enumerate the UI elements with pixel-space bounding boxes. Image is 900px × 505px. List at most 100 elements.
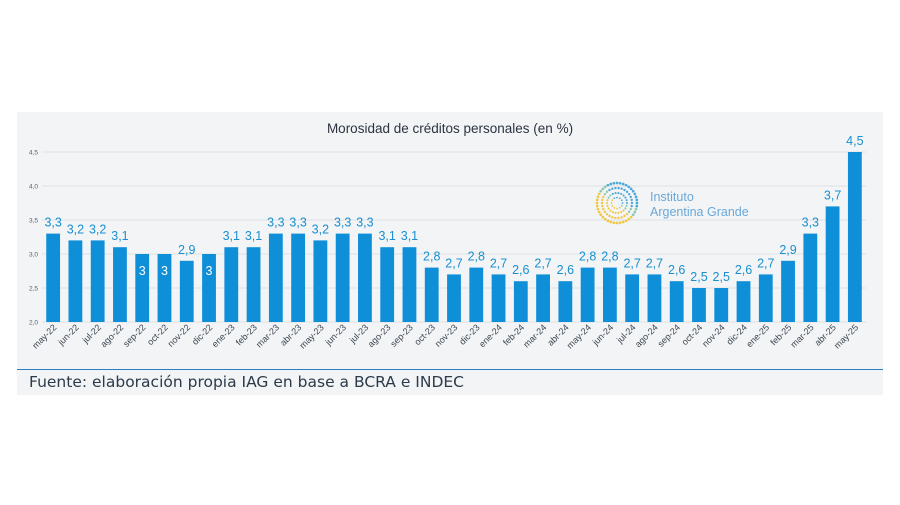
logo-dot — [620, 216, 623, 219]
data-label: 3,3 — [802, 216, 819, 230]
logo-dot — [601, 187, 605, 191]
x-tick-label: mar-24 — [521, 322, 548, 349]
logo-dot — [625, 199, 628, 202]
logo-dot — [607, 196, 610, 199]
data-label: 2,7 — [534, 256, 551, 270]
logo-dot — [629, 207, 632, 211]
logo-dot — [611, 192, 614, 195]
logo-dot — [601, 204, 604, 208]
logo-dot — [624, 219, 628, 223]
logo-dot — [624, 207, 627, 210]
logo-dot — [630, 204, 633, 208]
logo-dot — [616, 207, 618, 210]
logo-dot — [611, 216, 614, 219]
data-label: 3,1 — [111, 229, 128, 243]
bar — [380, 247, 395, 322]
logo-dot — [614, 186, 617, 190]
y-tick-label: 4,5 — [29, 149, 38, 156]
logo-dot — [627, 210, 631, 214]
logo-dot — [621, 182, 625, 186]
bar — [692, 288, 706, 322]
x-tick-label: jun-23 — [323, 322, 348, 347]
data-label: 2,8 — [468, 250, 485, 264]
bar — [157, 254, 172, 322]
logo-line-2: Argentina Grande — [650, 205, 749, 219]
x-tick-label: sep-23 — [388, 322, 415, 349]
logo-dot — [610, 202, 613, 204]
logo-dot — [625, 190, 629, 194]
logo-dot — [609, 182, 613, 186]
logo-dot — [617, 186, 620, 190]
bar — [46, 233, 61, 322]
x-tick-label: ene-24 — [477, 322, 504, 349]
bar — [313, 240, 328, 322]
logo-dot — [635, 201, 639, 205]
logo-dot — [633, 192, 637, 196]
data-label: 3,2 — [89, 222, 106, 236]
bar — [714, 288, 729, 322]
logo-dot — [624, 183, 628, 187]
data-label: 3,3 — [289, 216, 306, 230]
logo-line-1: Instituto — [650, 190, 694, 204]
data-label: 3,7 — [824, 188, 841, 202]
x-tick-label: mar-23 — [254, 322, 281, 349]
logo-dot — [614, 192, 617, 195]
bar — [68, 240, 83, 322]
data-label: 3,1 — [378, 229, 395, 243]
logo-dot — [609, 209, 612, 212]
x-tick-label: sep-24 — [656, 322, 683, 349]
logo-dot — [605, 190, 609, 194]
data-label: 2,7 — [623, 256, 640, 270]
x-tick-label: jun-24 — [590, 322, 615, 347]
logo-dot — [599, 213, 603, 217]
y-axis: 2,0 2,5 3,0 3,5 4,0 4,5 — [29, 149, 38, 326]
logo-dot — [621, 220, 625, 224]
logo-dot — [622, 209, 625, 212]
logo-dot — [595, 201, 599, 205]
logo-dot — [625, 212, 629, 216]
x-tick-label: nov-23 — [433, 322, 460, 349]
logo-dot — [611, 199, 614, 202]
data-label: 2,6 — [512, 263, 529, 277]
logo-dot — [615, 221, 619, 225]
logo-dot — [602, 207, 605, 211]
logo-dot — [595, 198, 599, 202]
logo-dot — [603, 192, 607, 196]
logo-dot — [596, 195, 600, 199]
data-label: 2,8 — [579, 250, 596, 264]
data-label: 2,8 — [423, 250, 440, 264]
bar — [803, 233, 818, 322]
logo-dot — [611, 211, 614, 214]
data-label: 3 — [206, 264, 213, 278]
x-tick-label: mar-25 — [789, 322, 816, 349]
data-label: 2,5 — [690, 270, 707, 284]
data-label: 3 — [139, 264, 146, 278]
logo-dot — [620, 211, 623, 214]
logo-dot — [611, 204, 614, 207]
bar — [625, 274, 640, 322]
logo-dot — [606, 204, 609, 207]
data-label: 3,3 — [267, 216, 284, 230]
y-tick-label: 2,5 — [29, 285, 38, 292]
bar — [424, 267, 439, 322]
x-tick-label: jun-22 — [55, 322, 80, 347]
data-label: 2,9 — [779, 243, 796, 257]
bar — [647, 274, 662, 322]
logo-dot — [607, 207, 610, 210]
x-tick-label: ago-23 — [366, 322, 393, 349]
bar — [669, 281, 684, 322]
logo-dot — [597, 210, 601, 214]
logo-dot — [627, 192, 631, 196]
data-label: 3 — [161, 264, 168, 278]
bar — [781, 260, 795, 322]
x-tick-label: ago-22 — [98, 322, 125, 349]
logo-dot — [616, 196, 618, 199]
chart-title: Morosidad de créditos personales (en %) — [327, 121, 573, 136]
bar — [513, 281, 528, 322]
data-label: 2,6 — [557, 263, 574, 277]
logo-dot — [622, 194, 625, 197]
logo-dot — [620, 204, 623, 207]
logo-dot — [603, 217, 607, 221]
bar — [358, 233, 372, 322]
